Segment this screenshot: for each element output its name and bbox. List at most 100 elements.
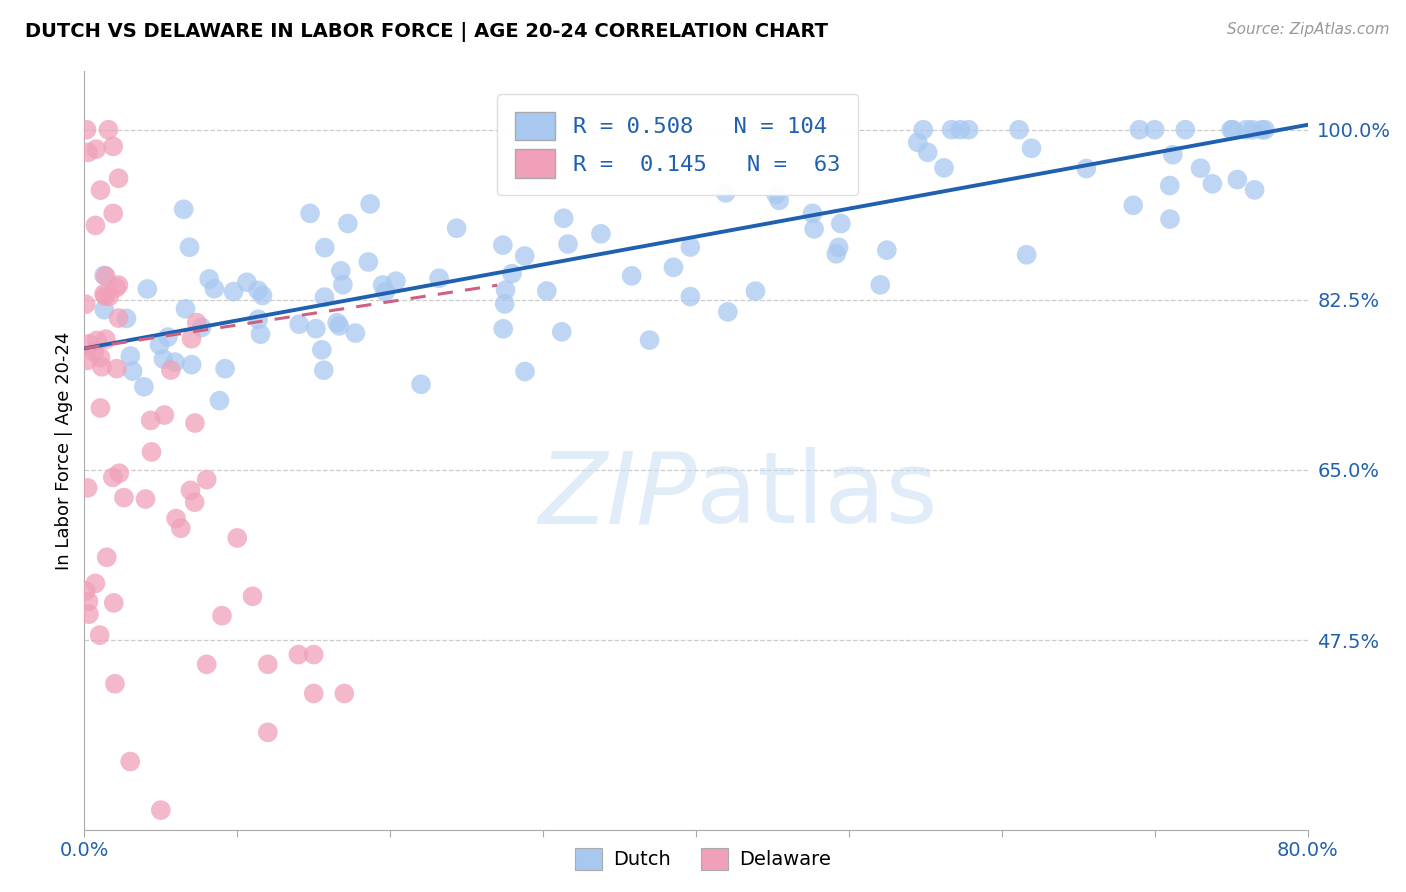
- Point: [329, 264, 352, 278]
- Point: [1254, 122, 1277, 136]
- Point: [190, 320, 212, 334]
- Point: [75, 583, 97, 598]
- Point: [120, 755, 142, 769]
- Point: [717, 305, 740, 319]
- Point: [801, 206, 824, 220]
- Point: [165, 355, 187, 369]
- Point: [156, 330, 179, 344]
- Point: [1241, 122, 1264, 136]
- Point: [115, 311, 138, 326]
- Point: [949, 122, 972, 136]
- Point: [744, 284, 766, 298]
- Point: [132, 380, 155, 394]
- Point: [77, 594, 100, 608]
- Point: [803, 222, 825, 236]
- Point: [152, 352, 174, 367]
- Point: [97, 122, 120, 136]
- Point: [1243, 183, 1265, 197]
- Point: [89, 628, 111, 642]
- Point: [638, 333, 661, 347]
- Point: [374, 285, 396, 299]
- Point: [89, 183, 111, 197]
- Point: [494, 297, 516, 311]
- Point: [77, 145, 100, 160]
- Point: [226, 531, 249, 545]
- Point: [311, 343, 333, 357]
- Point: [139, 413, 162, 427]
- Point: [446, 221, 468, 235]
- Point: [553, 211, 575, 226]
- Point: [211, 608, 233, 623]
- Point: [103, 206, 125, 220]
- Point: [714, 186, 737, 200]
- Point: [513, 249, 536, 263]
- Point: [589, 227, 612, 241]
- Point: [94, 268, 117, 283]
- Point: [84, 219, 107, 233]
- Point: [357, 255, 380, 269]
- Point: [76, 122, 98, 136]
- Legend: R = 0.508   N = 104, R =  0.145   N =  63: R = 0.508 N = 104, R = 0.145 N = 63: [498, 94, 858, 195]
- Point: [93, 268, 115, 283]
- Point: [302, 648, 325, 662]
- Point: [195, 657, 218, 672]
- Point: [876, 243, 898, 257]
- Point: [77, 607, 100, 622]
- Point: [76, 353, 98, 368]
- Point: [149, 803, 172, 817]
- Point: [513, 365, 536, 379]
- Point: [957, 122, 980, 136]
- Point: [1159, 212, 1181, 227]
- Point: [1201, 177, 1223, 191]
- Point: [257, 725, 280, 739]
- Point: [179, 483, 201, 498]
- Point: [332, 277, 354, 292]
- Point: [195, 473, 218, 487]
- Point: [679, 290, 702, 304]
- Point: [1236, 122, 1258, 136]
- Point: [112, 491, 135, 505]
- Point: [101, 470, 124, 484]
- Point: [249, 327, 271, 342]
- Point: [907, 136, 929, 150]
- Point: [1128, 122, 1150, 136]
- Point: [75, 297, 97, 311]
- Point: [236, 275, 259, 289]
- Point: [107, 278, 129, 293]
- Point: [328, 318, 350, 333]
- Point: [121, 364, 143, 378]
- Point: [183, 495, 205, 509]
- Point: [101, 139, 124, 153]
- Point: [302, 686, 325, 700]
- Point: [208, 393, 231, 408]
- Point: [108, 467, 131, 481]
- Point: [1161, 147, 1184, 161]
- Point: [173, 202, 195, 217]
- Point: [427, 271, 450, 285]
- Point: [257, 657, 280, 672]
- Point: [96, 550, 118, 565]
- Point: [170, 521, 193, 535]
- Point: [90, 351, 112, 365]
- Point: [492, 322, 515, 336]
- Point: [98, 289, 121, 303]
- Point: [153, 408, 176, 422]
- Point: [184, 416, 207, 430]
- Point: [1159, 178, 1181, 193]
- Point: [1226, 172, 1249, 186]
- Point: [105, 280, 128, 294]
- Point: [107, 171, 129, 186]
- Point: [1250, 122, 1272, 136]
- Point: [105, 361, 128, 376]
- Point: [288, 317, 311, 331]
- Point: [179, 240, 201, 254]
- Point: [287, 648, 309, 662]
- Point: [94, 289, 117, 303]
- Point: [136, 282, 159, 296]
- Point: [827, 240, 849, 254]
- Point: [1021, 141, 1043, 155]
- Point: [326, 316, 349, 330]
- Point: [180, 358, 202, 372]
- Point: [941, 122, 963, 136]
- Text: ZIP: ZIP: [537, 448, 696, 544]
